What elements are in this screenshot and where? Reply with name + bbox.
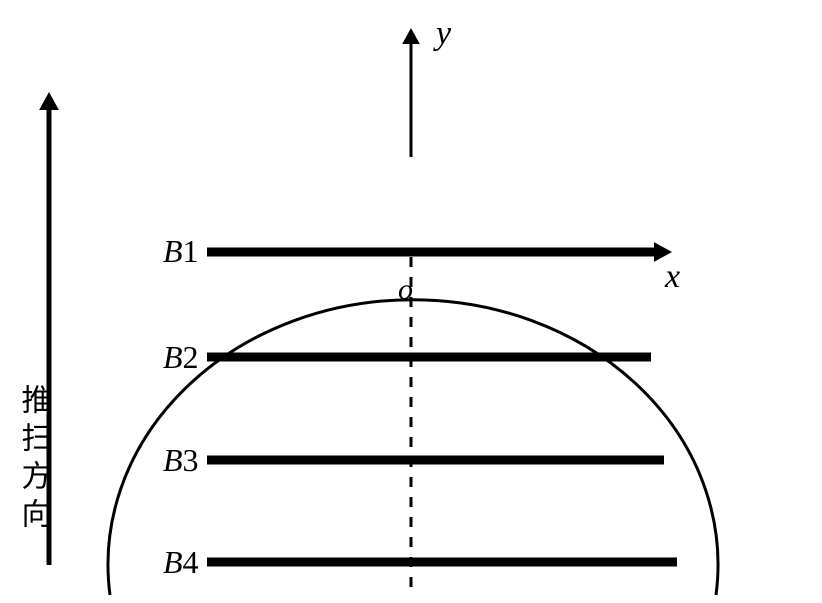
- bar-label-b4: B4: [163, 544, 199, 580]
- y-axis-label: y: [433, 15, 452, 52]
- scan-direction-label: 推扫方向: [17, 384, 52, 536]
- x-axis-label: x: [664, 258, 680, 295]
- bar-label-b3: B3: [163, 442, 199, 478]
- bar-label-b1: B1: [163, 233, 199, 269]
- envelope-arc: [108, 300, 718, 595]
- bar-label-b2: B2: [163, 339, 199, 375]
- origin-label: o: [398, 273, 413, 306]
